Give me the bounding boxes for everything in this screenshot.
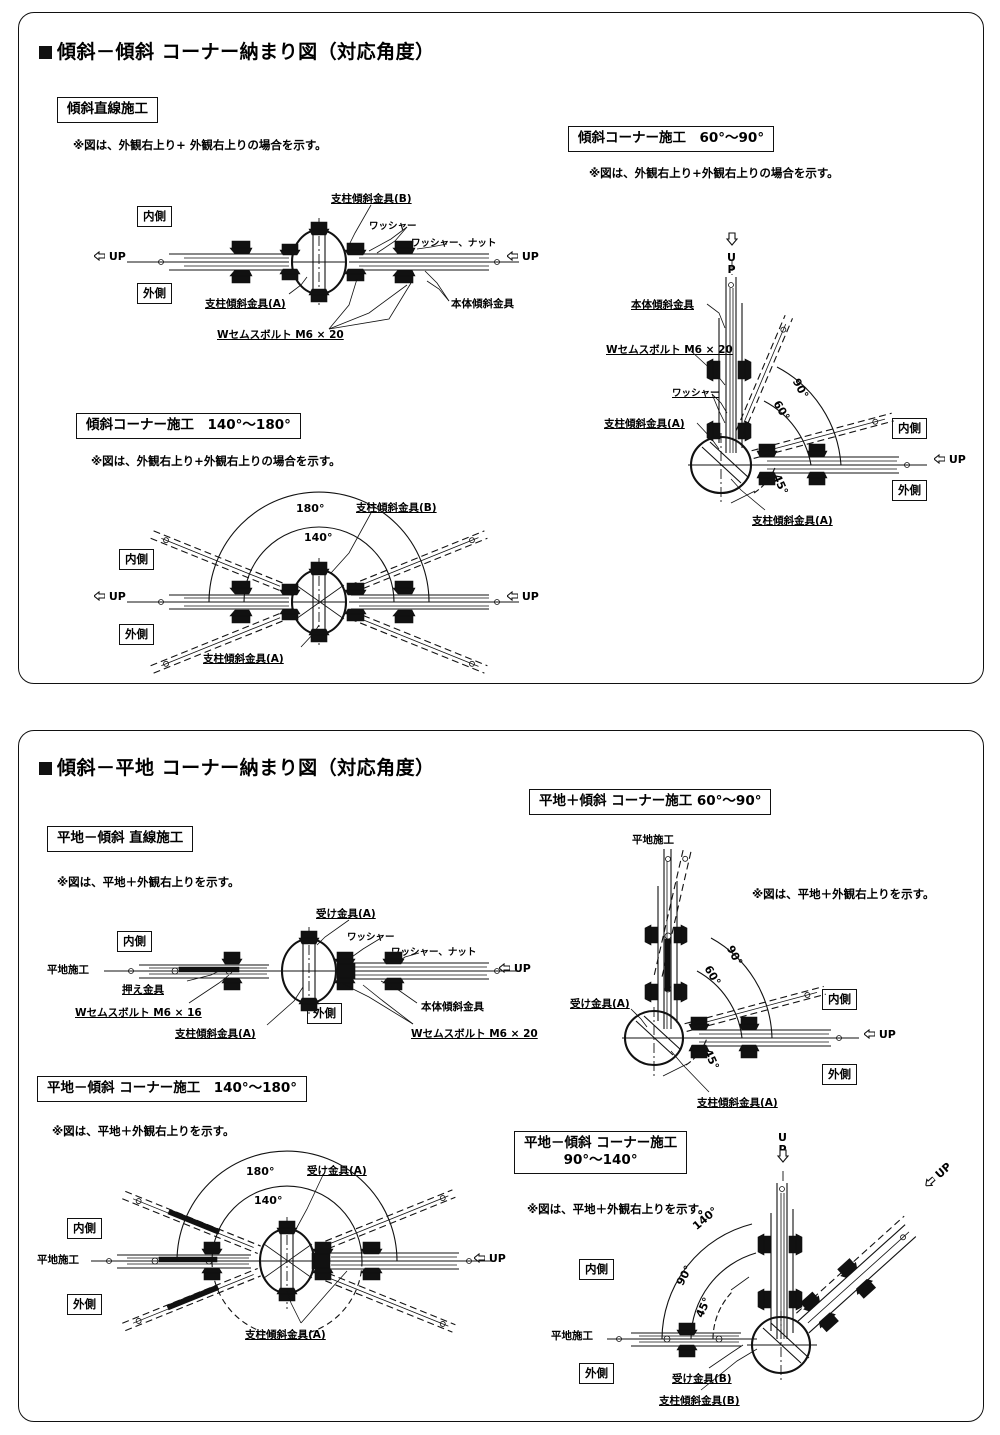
callout-f4-bolt20: Wセムスボルト M6 × 20 [411,1028,538,1040]
callout-f1-bolt: Wセムスボルト M6 × 20 [217,329,344,341]
up-label-diag-f7: UP [922,1160,954,1191]
sidebox-outer-f7: 外側 [579,1363,614,1384]
callout-f6-shichu-a: 支柱傾斜金具(A) [245,1329,326,1341]
figure-flat-incline-straight-drawing [19,731,985,1423]
note-flat-incline-corner-90-140: ※図は、平地＋外観右上りを示す。 [527,1202,710,1216]
figure-flat-incline-corner-60-90-drawing [19,731,985,1423]
up-label-right-f4: UP [498,962,531,975]
sidebox-outer-f5: 外側 [822,1064,857,1085]
sidebox-outer-f3: 外側 [119,624,154,645]
note-incline-corner-140-180: ※図は、外観右上り+外観右上りの場合を示す。 [91,454,341,468]
figure-flat-incline-corner-90-140-drawing [19,731,985,1423]
heading-flat-incline-corner-140-180: 平地－傾斜 コーナー施工 140°～180° [37,1076,308,1102]
callout-f3-shichu-a: 支柱傾斜金具(A) [203,653,284,665]
sidebox-inner-f7: 内側 [579,1259,614,1280]
left-label-f7: 平地施工 [551,1330,593,1342]
note-incline-straight: ※図は、外観右上り+ 外観右上りの場合を示す。 [73,138,327,152]
callout-f1-shichu-a: 支柱傾斜金具(A) [205,298,286,310]
panel-title-incline-incline: 傾斜－傾斜 コーナー納まり図（対応角度） [39,37,435,64]
panel-incline-flat: 傾斜－平地 コーナー納まり図（対応角度） 平地－傾斜 直線施工 ※図は、平地＋外… [18,730,984,1422]
heading-flat-incline-straight: 平地－傾斜 直線施工 [47,826,194,852]
figure-incline-corner-60-90-drawing [19,13,985,685]
sidebox-inner-f6: 内側 [67,1218,102,1239]
figure-incline-corner-140-180-drawing [19,13,985,685]
left-label-f4: 平地施工 [47,964,89,976]
note-flat-incline-corner-140-180: ※図は、平地＋外観右上りを示す。 [52,1124,235,1138]
callout-f4-washer: ワッシャー [347,932,395,943]
sidebox-inner-f1: 内側 [137,206,172,227]
callout-f1-hontai: 本体傾斜金具 [451,298,514,310]
up-label-left-f1: UP [93,250,126,263]
heading-line2: 90°～140° [563,1151,638,1168]
callout-f4-uke-a: 受け金具(A) [316,908,376,920]
sidebox-inner-f2: 内側 [892,418,927,439]
heading-incline-straight: 傾斜直線施工 [57,97,158,123]
sidebox-inner-f4: 内側 [117,931,152,952]
note-flat-incline-straight: ※図は、平地＋外観右上りを示す。 [57,875,240,889]
up-label-right-f2: UP [933,453,966,466]
callout-f2-washer: ワッシャー [672,388,720,399]
heading-line1: 平地－傾斜 コーナー施工 [524,1135,678,1151]
up-arrow-icon [925,1176,937,1187]
figure-flat-incline-corner-140-180-drawing [19,731,985,1423]
angle-140-f6: 140° [254,1194,283,1207]
callout-f2-shichu-a-left: 支柱傾斜金具(A) [604,418,685,430]
sidebox-outer-f6: 外側 [67,1294,102,1315]
sidebox-inner-f5: 内側 [822,989,857,1010]
callout-f2-shichu-a-bottom: 支柱傾斜金具(A) [752,515,833,527]
up-label-top-f7: UP [776,1131,789,1155]
bullet-square-icon [39,46,52,59]
callout-f1-washer-nut: ワッシャー、ナット [411,238,497,249]
sidebox-outer-f2: 外側 [892,480,927,501]
note-flat-incline-corner-60-90: ※図は、平地＋外観右上りを示す。 [752,887,935,901]
panel-title-incline-flat: 傾斜－平地 コーナー納まり図（対応角度） [39,753,435,780]
heading-incline-corner-60-90: 傾斜コーナー施工 60°～90° [568,126,775,152]
heading-flat-incline-corner-60-90: 平地＋傾斜 コーナー施工 60°～90° [529,789,772,815]
up-label-right-f6: UP [473,1252,506,1265]
callout-f5-shichu-a: 支柱傾斜金具(A) [697,1097,778,1109]
bullet-square-icon [39,762,52,775]
callout-f4-shichu-a: 支柱傾斜金具(A) [175,1028,256,1040]
callout-f1-washer: ワッシャー [369,221,417,232]
callout-f5-uke-a: 受け金具(A) [570,998,630,1010]
up-label-right-f5: UP [863,1028,896,1041]
sidebox-outer-f1: 外側 [137,283,172,304]
note-incline-corner-60-90: ※図は、外観右上り+外観右上りの場合を示す。 [589,166,839,180]
angle-180-f6: 180° [246,1165,275,1178]
up-label-right-f1: UP [506,250,539,263]
figure-incline-straight-drawing [19,13,985,685]
callout-f4-hontai: 本体傾斜金具 [421,1001,484,1013]
callout-f1-shichu-b: 支柱傾斜金具(B) [331,193,412,205]
angle-140-f3: 140° [304,531,333,544]
sidebox-inner-f3: 内側 [119,549,154,570]
callout-f6-uke-a: 受け金具(A) [307,1165,367,1177]
up-label-top-f2: UP [725,251,738,275]
callout-f4-bolt16: Wセムスボルト M6 × 16 [75,1007,202,1019]
callout-f2-bolt: Wセムスボルト M6 × 20 [606,344,733,356]
heading-flat-incline-corner-90-140: 平地－傾斜 コーナー施工 90°～140° [514,1131,688,1174]
callout-f3-shichu-b: 支柱傾斜金具(B) [356,502,437,514]
panel-incline-incline: 傾斜－傾斜 コーナー納まり図（対応角度） 傾斜直線施工 ※図は、外観右上り+ 外… [18,12,984,684]
heading-incline-corner-140-180: 傾斜コーナー施工 140°～180° [76,413,301,439]
callout-f4-washer-nut: ワッシャー、ナット [391,947,477,958]
angle-180-f3: 180° [296,502,325,515]
callout-f2-hontai: 本体傾斜金具 [631,299,694,311]
up-label-left-f3: UP [93,590,126,603]
callout-f7-uke-b: 受け金具(B) [672,1373,732,1385]
callout-f7-shichu-b: 支柱傾斜金具(B) [659,1395,740,1407]
top-label-f5: 平地施工 [632,834,674,846]
up-label-right-f3: UP [506,590,539,603]
callout-f4-osae: 押え金具 [122,984,164,996]
left-label-f6: 平地施工 [37,1254,79,1266]
